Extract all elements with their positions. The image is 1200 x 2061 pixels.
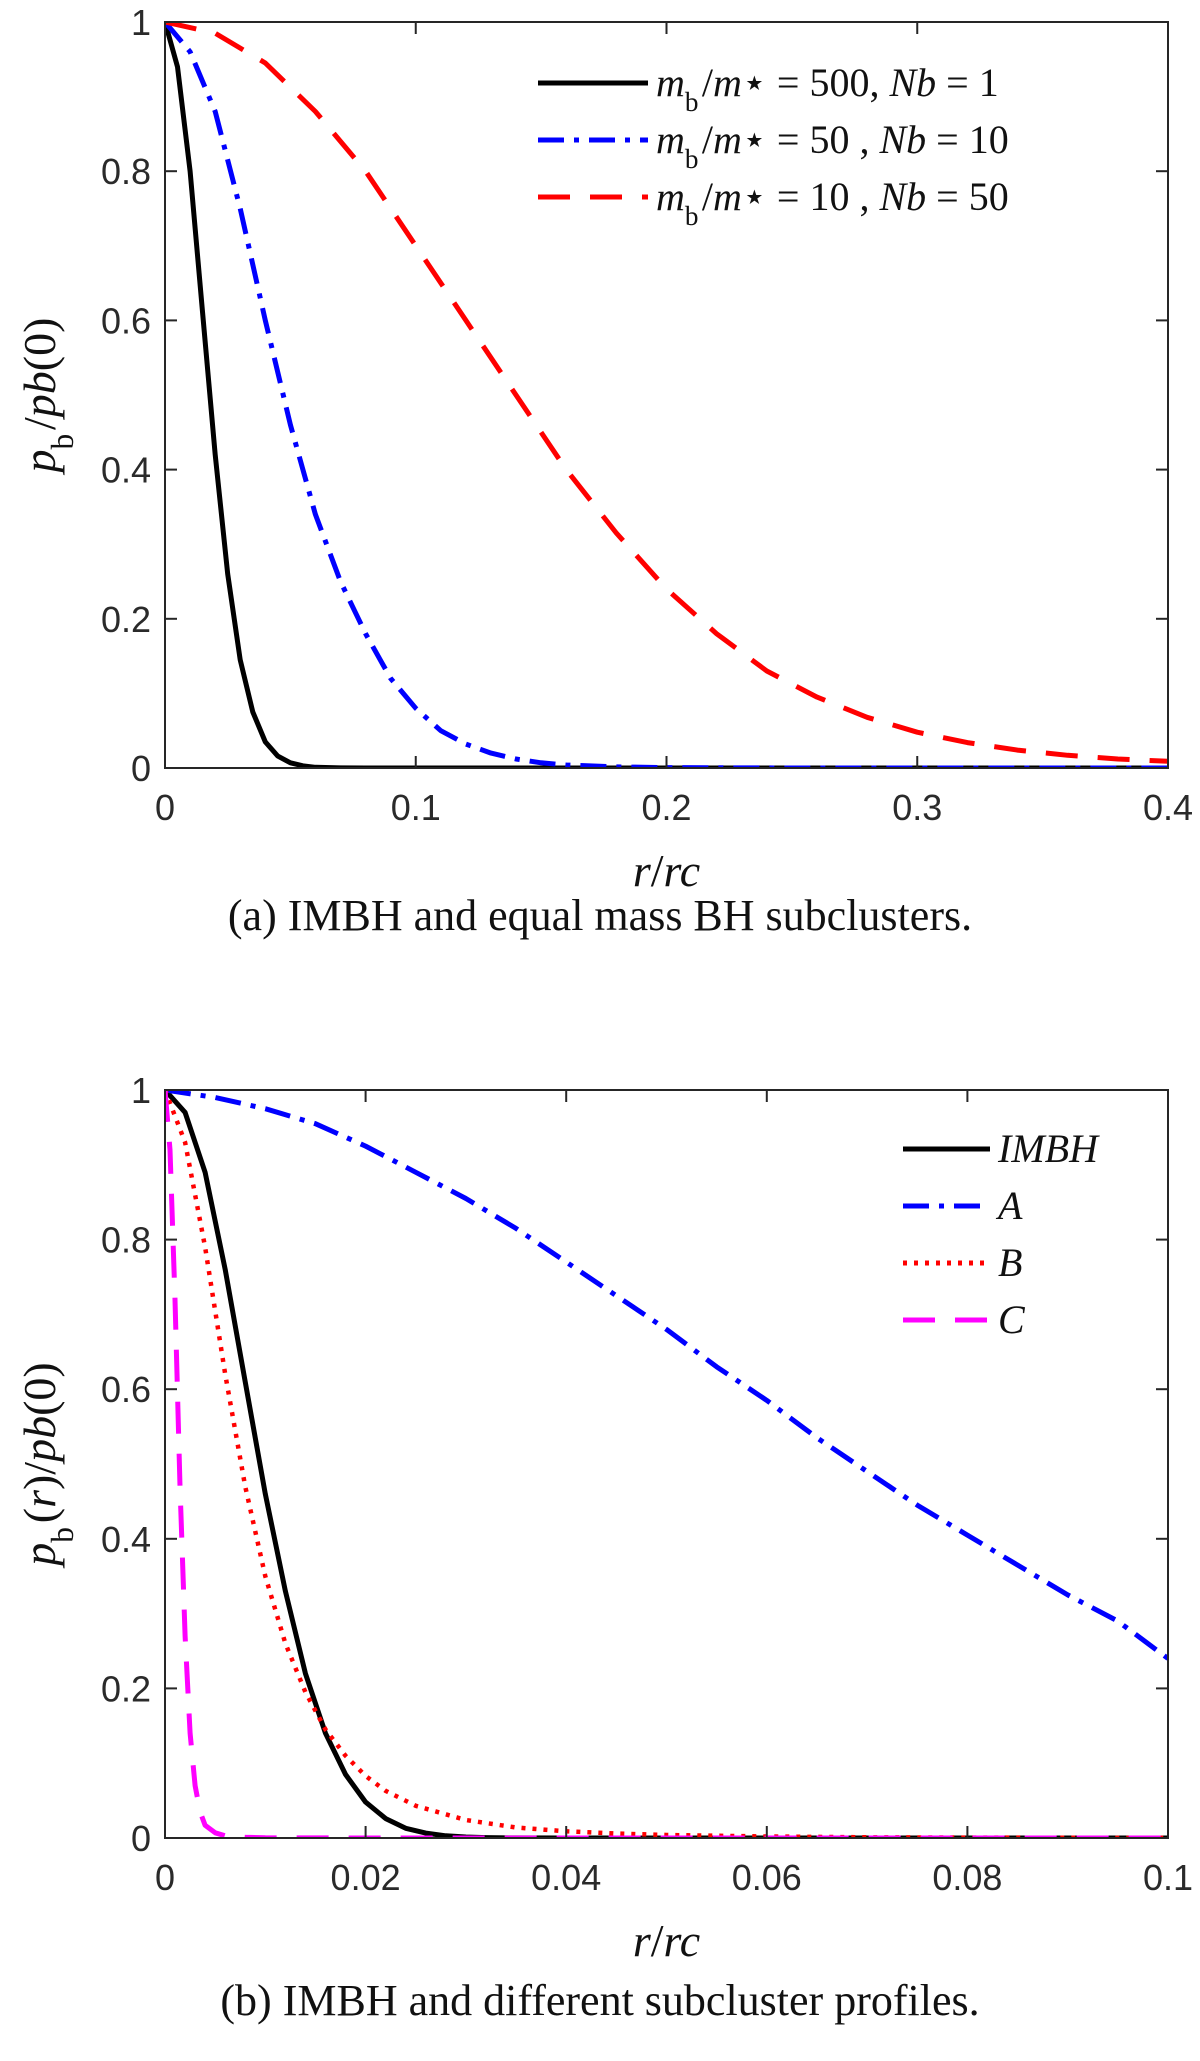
x-tick-label: 0.2	[641, 787, 691, 828]
y-tick-label: 0.8	[101, 1220, 151, 1261]
y-tick-label: 0	[131, 748, 151, 789]
legend-entry-2: B	[998, 1240, 1022, 1285]
series-line-3	[165, 1090, 1168, 1838]
x-tick-label: 0.3	[892, 787, 942, 828]
y-tick-label: 1	[131, 2, 151, 43]
x-tick-label: 0.04	[531, 1857, 601, 1898]
x-axis-label: r/rc	[633, 1915, 700, 1966]
y-tick-label: 0.4	[101, 1519, 151, 1560]
panel-caption: (b) IMBH and different subcluster profil…	[220, 1976, 979, 2025]
legend-entry-1: A	[995, 1183, 1023, 1228]
x-tick-label: 0.4	[1143, 787, 1193, 828]
panel-b: 0 0.02 0.04 0.06 0.08 0.1 0 0.2 0.4 0.6 0.8 1 r/rc pb…	[14, 1070, 1193, 2025]
axes-box	[164, 1089, 1169, 1839]
legend-entry-0: mb /m⋆ = 500, Nb = 1	[656, 60, 999, 117]
y-tick-label: 0.2	[101, 1668, 151, 1709]
legend-entry-3: C	[998, 1297, 1026, 1342]
x-tick-label: 0.02	[331, 1857, 401, 1898]
y-tick-label: 0	[131, 1818, 151, 1859]
y-tick-label: 0.6	[101, 300, 151, 341]
y-tick-label: 0.6	[101, 1369, 151, 1410]
y-tick-label: 0.4	[101, 450, 151, 491]
panel-a: 0 0.1 0.2 0.3 0.4 0 0.2 0.4 0.6 0.8 1 r/rc pb /pb(0)…	[14, 2, 1193, 940]
series-line-0	[165, 22, 1168, 768]
x-tick-label: 0.1	[1143, 1857, 1193, 1898]
x-tick-label: 0.1	[391, 787, 441, 828]
x-tick-label: 0.08	[932, 1857, 1002, 1898]
y-axis-label: pb /pb(0)	[14, 318, 80, 476]
plot-area	[165, 1090, 1168, 1838]
series-line-1	[165, 1090, 1168, 1661]
y-tick-label: 0.2	[101, 599, 151, 640]
x-tick-label: 0.06	[732, 1857, 802, 1898]
y-tick-label: 1	[131, 1070, 151, 1111]
panel-caption: (a) IMBH and equal mass BH subclusters.	[228, 891, 972, 940]
legend-entry-1: mb /m⋆ = 50 , Nb = 10	[656, 117, 1009, 174]
plot-area	[165, 22, 1168, 768]
x-tick-label: 0	[155, 1857, 175, 1898]
legend-entry-0: IMBH	[997, 1126, 1100, 1171]
legend-entry-2: mb /m⋆ = 10 , Nb = 50	[656, 174, 1009, 231]
x-axis-label: r/rc	[633, 845, 700, 896]
y-axis-label: pb (r)/pb(0)	[14, 1362, 80, 1568]
series-line-2	[165, 22, 1168, 764]
x-tick-label: 0	[155, 787, 175, 828]
legend: mb /m⋆ = 500, Nb = 1mb /m⋆ = 50 , Nb = 1…	[538, 60, 1009, 231]
y-tick-label: 0.8	[101, 151, 151, 192]
legend: IMBH ABC	[903, 1126, 1100, 1342]
